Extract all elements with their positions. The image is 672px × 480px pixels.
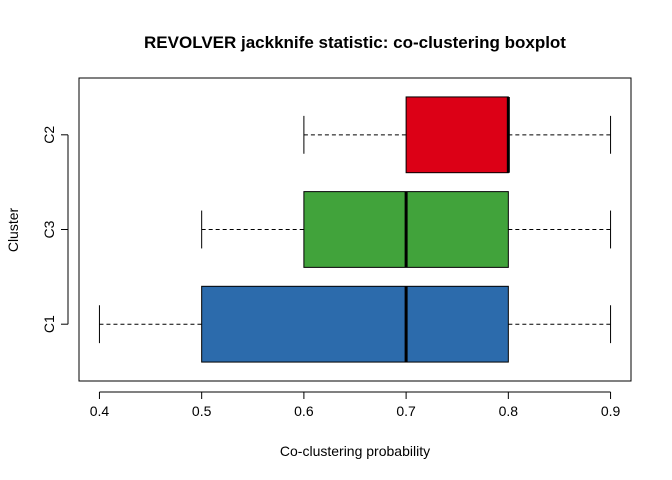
plot-frame <box>78 77 632 382</box>
x-tick-label: 0.4 <box>90 403 110 419</box>
y-axis: C1 C3 C2 <box>41 126 69 333</box>
y-tick-label: C2 <box>41 126 57 144</box>
chart-title: REVOLVER jackknife statistic: co-cluster… <box>144 33 566 52</box>
boxes-layer <box>98 96 612 363</box>
y-axis-label: Cluster <box>5 207 21 252</box>
box-c3 <box>201 191 612 268</box>
box-c2 <box>303 96 612 174</box>
box-rect-c2 <box>405 96 509 174</box>
x-tick-label: 0.6 <box>294 403 314 419</box>
x-axis-label: Co-clustering probability <box>280 443 430 459</box>
y-tick-label: C3 <box>41 220 57 238</box>
x-axis: 0.4 0.5 0.6 0.7 0.8 0.9 <box>90 391 621 419</box>
x-tick-label: 0.7 <box>396 403 416 419</box>
box-c1 <box>98 285 612 363</box>
x-tick-label: 0.9 <box>601 403 621 419</box>
x-tick-label: 0.8 <box>499 403 519 419</box>
y-tick-label: C1 <box>41 315 57 333</box>
x-tick-label: 0.5 <box>192 403 212 419</box>
box-rect-c1 <box>201 285 509 363</box>
